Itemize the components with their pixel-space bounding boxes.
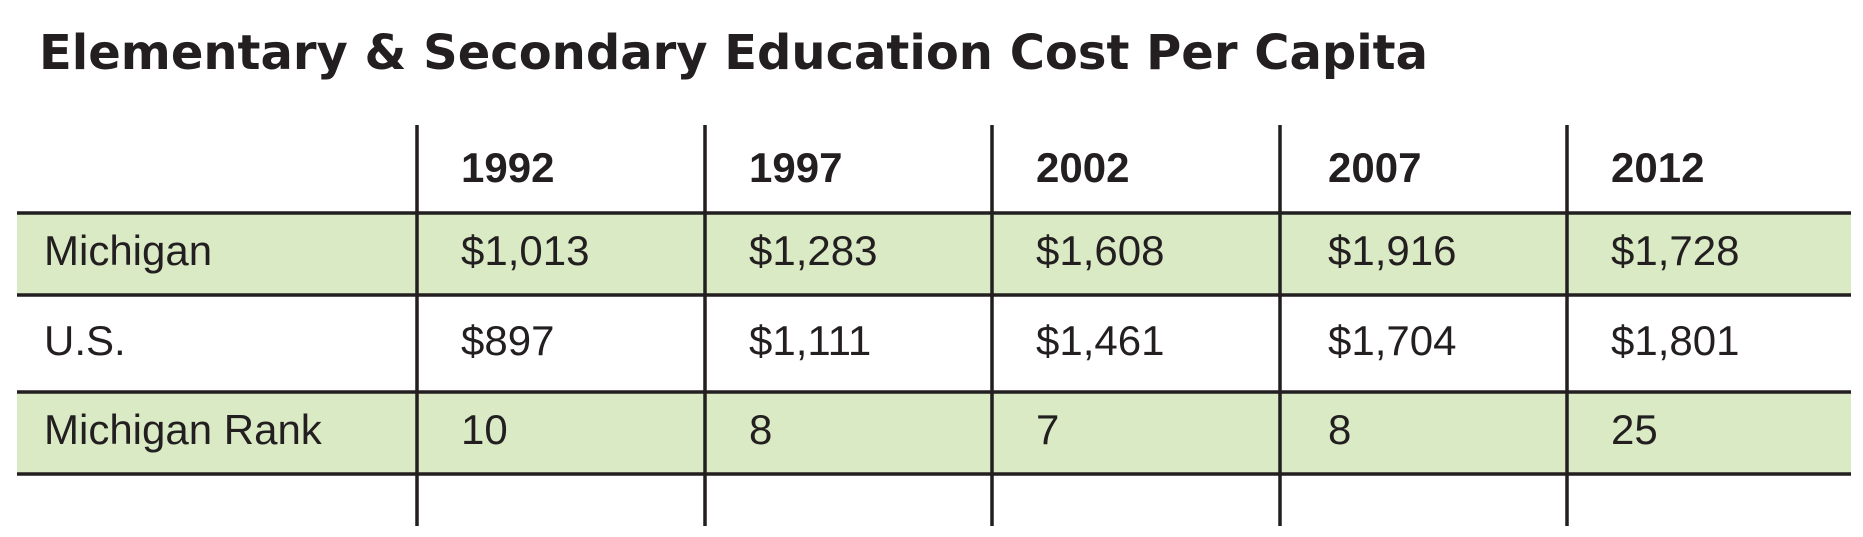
column-header: 2002 xyxy=(1036,144,1129,191)
row-label: Michigan Rank xyxy=(44,406,323,453)
cell: $1,801 xyxy=(1611,317,1739,364)
cell: $1,013 xyxy=(461,227,589,274)
cell: $897 xyxy=(461,317,554,364)
column-header: 1997 xyxy=(749,144,842,191)
title: Elementary & Secondary Education Cost Pe… xyxy=(39,25,1428,81)
row-band xyxy=(17,213,1851,295)
cell: 10 xyxy=(461,406,508,453)
cell: $1,283 xyxy=(749,227,877,274)
cell: $1,916 xyxy=(1328,227,1456,274)
cell: $1,728 xyxy=(1611,227,1739,274)
cell: $1,111 xyxy=(749,317,871,364)
cell: $1,461 xyxy=(1036,317,1164,364)
column-header: 1992 xyxy=(461,144,554,191)
cell: 8 xyxy=(1328,406,1351,453)
cell: 8 xyxy=(749,406,772,453)
cell: $1,608 xyxy=(1036,227,1164,274)
row-band xyxy=(17,392,1851,474)
cell: $1,704 xyxy=(1328,317,1456,364)
column-header: 2012 xyxy=(1611,144,1704,191)
column-header: 2007 xyxy=(1328,144,1421,191)
row-label: Michigan xyxy=(44,227,212,274)
cell: 25 xyxy=(1611,406,1658,453)
cell: 7 xyxy=(1036,406,1059,453)
row-label: U.S. xyxy=(44,317,126,364)
